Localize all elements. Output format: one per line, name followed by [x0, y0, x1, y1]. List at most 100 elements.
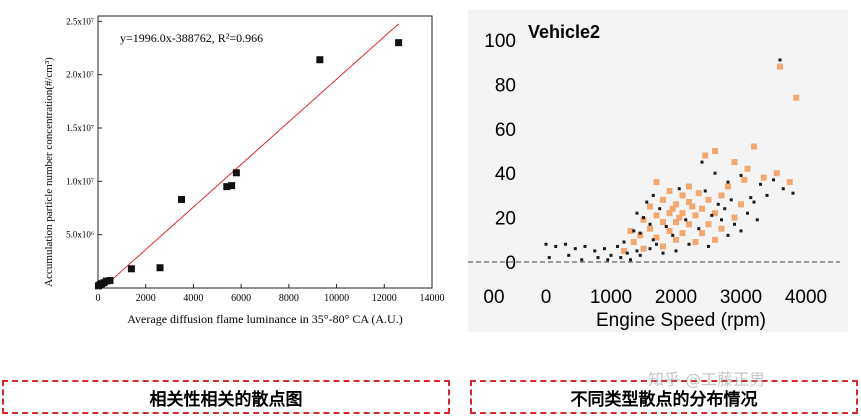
x-tick-label: 14000 [420, 293, 445, 304]
data-point [759, 182, 762, 186]
data-point [547, 256, 551, 260]
y-tick-label: 0 [505, 253, 516, 274]
data-point [223, 183, 231, 191]
y-tick-label: 2.5x10⁷ [66, 16, 94, 26]
data-point [638, 253, 642, 257]
data-point [673, 219, 679, 226]
data-point [772, 178, 775, 182]
data-point [726, 233, 730, 237]
x-tick-label: 4000 [785, 287, 827, 308]
data-point [703, 189, 707, 193]
x-tick-label: 3000 [720, 287, 762, 308]
data-point [725, 183, 731, 190]
y-tick-label: 80 [495, 75, 516, 96]
data-point [752, 200, 756, 204]
y-tick-label: 1.0x10⁷ [66, 176, 94, 186]
data-point [640, 216, 647, 223]
x-tick-label: 4000 [183, 293, 203, 304]
data-point [648, 222, 652, 226]
data-point [635, 211, 639, 215]
data-point [697, 227, 701, 231]
data-point [648, 247, 652, 251]
data-point [677, 187, 681, 191]
data-point [625, 251, 629, 255]
data-point [583, 244, 587, 248]
data-point [712, 236, 718, 243]
plot-background [468, 10, 848, 332]
data-point [731, 214, 738, 221]
data-point [653, 179, 660, 186]
data-point [699, 205, 705, 212]
data-point [705, 196, 712, 203]
data-point [580, 258, 584, 262]
data-point [731, 159, 738, 166]
y-tick-label: 20 [495, 209, 516, 230]
data-point [127, 265, 135, 273]
data-point [673, 201, 679, 208]
data-point [712, 210, 718, 217]
y-axis-label: Accumulation particle number concentrati… [43, 57, 55, 287]
data-point [702, 152, 709, 159]
x-tick-label: 00 [483, 287, 504, 308]
data-point [102, 277, 110, 285]
data-point [786, 179, 793, 186]
data-point [228, 182, 236, 190]
y-tick-label: 100 [484, 31, 516, 52]
data-point [726, 180, 730, 184]
data-point [751, 143, 757, 150]
data-point [686, 199, 692, 206]
data-point [156, 264, 164, 272]
data-point [669, 205, 676, 212]
data-point [695, 190, 702, 197]
data-point [603, 247, 606, 251]
watermark-text: 知乎 @工藤正男 [648, 370, 766, 389]
caption-right: 不同类型散点的分布情况 [470, 380, 858, 414]
x-axis-label: Average diffusion flame luminance in 35°… [127, 312, 402, 326]
data-point [316, 56, 324, 64]
y-tick-label: 60 [495, 120, 516, 141]
data-point [712, 148, 718, 154]
data-point [606, 258, 610, 262]
data-point [622, 240, 626, 244]
data-point [567, 253, 571, 257]
data-point [642, 216, 645, 220]
data-point [666, 210, 673, 217]
data-point [660, 243, 666, 250]
data-point [673, 236, 679, 243]
plot-frame [97, 15, 433, 289]
data-point [664, 224, 668, 228]
data-point [640, 245, 647, 252]
data-point [687, 242, 691, 246]
data-point [679, 210, 686, 217]
data-point [773, 170, 780, 177]
data-point [178, 195, 185, 203]
data-point [686, 183, 692, 190]
x-tick-label: 12000 [372, 293, 397, 304]
data-point [638, 231, 642, 235]
x-tick-label: 6000 [231, 293, 251, 304]
data-point [635, 249, 639, 253]
data-point [660, 219, 666, 226]
data-point [705, 221, 712, 228]
x-tick-label: 10000 [324, 293, 349, 304]
data-point [632, 229, 636, 233]
data-point [564, 242, 567, 246]
data-point [718, 192, 725, 199]
data-point [760, 174, 767, 181]
data-point [689, 203, 696, 210]
data-point [647, 225, 653, 232]
data-point [739, 229, 743, 233]
data-point [621, 247, 627, 254]
data-point [791, 191, 795, 195]
data-point [720, 218, 723, 222]
data-point [666, 187, 673, 194]
data-point [718, 225, 725, 232]
data-point [738, 201, 744, 208]
data-point [616, 244, 619, 248]
data-point [699, 230, 705, 237]
data-point [679, 192, 686, 199]
caption-left-text: 相关性相关的散点图 [149, 389, 303, 410]
data-point [679, 230, 686, 237]
data-point [692, 212, 699, 219]
